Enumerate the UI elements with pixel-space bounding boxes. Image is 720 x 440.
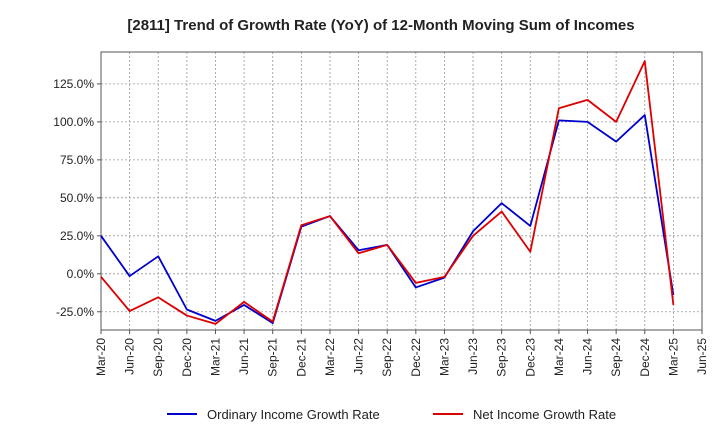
x-tick-label: Sep-24	[609, 338, 623, 377]
chart-title: [2811] Trend of Growth Rate (YoY) of 12-…	[127, 17, 634, 34]
x-tick-label: Mar-24	[552, 338, 566, 376]
x-axis-ticks: Mar-20 Jun-20 Sep-20 Dec-20 Mar-21 Jun-21 Sep-…	[94, 330, 709, 377]
x-tick-label: Mar-22	[323, 338, 337, 376]
y-tick-label: 125.0%	[53, 77, 94, 91]
plot-frame	[100, 51, 703, 331]
y-tick-label: 50.0%	[60, 191, 94, 205]
x-tick-label: Jun-21	[237, 338, 251, 375]
x-tick-label: Dec-21	[294, 338, 308, 377]
x-tick-label: Mar-25	[666, 338, 680, 376]
x-tick-label: Sep-22	[380, 338, 394, 377]
y-tick-label: 100.0%	[53, 115, 94, 129]
legend-label-net-income: Net Income Growth Rate	[473, 407, 616, 422]
x-tick-label: Jun-23	[466, 338, 480, 375]
x-tick-label: Sep-23	[495, 338, 509, 377]
x-tick-label: Mar-21	[208, 338, 222, 376]
x-tick-label: Sep-20	[151, 338, 165, 377]
x-tick-label: Dec-24	[638, 338, 652, 377]
legend: Ordinary Income Growth Rate Net Income G…	[167, 407, 616, 422]
x-tick-label: Jun-24	[581, 338, 595, 375]
y-tick-label: 75.0%	[60, 153, 94, 167]
y-tick-label: 25.0%	[60, 229, 94, 243]
series-line-net-income	[100, 60, 675, 325]
y-axis-ticks: 125.0% 100.0% 75.0% 50.0% 25.0% 0.0% -25.0%	[53, 77, 101, 319]
grid	[101, 52, 702, 330]
x-tick-label: Mar-23	[437, 338, 451, 376]
x-tick-label: Jun-25	[695, 338, 709, 375]
legend-label-ordinary-income: Ordinary Income Growth Rate	[207, 407, 380, 422]
x-tick-label: Mar-20	[94, 338, 108, 376]
series-group	[100, 60, 675, 325]
x-tick-label: Jun-20	[123, 338, 137, 375]
x-tick-label: Dec-20	[180, 338, 194, 377]
x-tick-label: Dec-22	[409, 338, 423, 377]
x-tick-label: Jun-22	[352, 338, 366, 375]
y-tick-label: 0.0%	[67, 267, 95, 281]
y-tick-label: -25.0%	[56, 305, 94, 319]
series-line-ordinary-income	[100, 114, 675, 325]
x-tick-label: Sep-21	[266, 338, 280, 377]
x-tick-label: Dec-23	[523, 338, 537, 377]
